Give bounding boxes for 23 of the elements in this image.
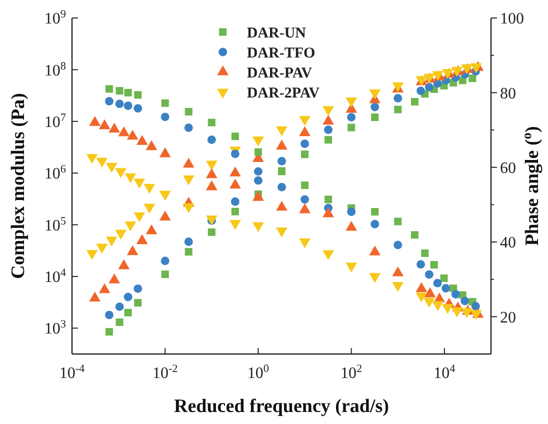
y-tick-label: 10$^{5}$ [44,215,66,234]
y-tick-label: 10$^{6}$ [44,164,66,183]
x-axis-title: Reduced frequency (rad/s) [174,396,389,417]
x-tick-label: 10$^{0}$ [247,363,270,382]
y2-tick-label: 100 [500,10,524,28]
y-tick-label: 10$^{7}$ [44,112,66,131]
y2-tick-label: 60 [500,160,516,177]
y-tick-label: 10$^{8}$ [44,60,66,80]
y-tick-label: 10$^{9}$ [44,8,66,28]
y2-tick-label: 40 [500,234,516,252]
x-tick-label: 10$^{-4}$ [59,363,86,382]
legend-label: DAR-2PAV [246,85,320,102]
y-tick-label: 10$^{4}$ [44,267,66,286]
y-axis-title: Complex modulus (Pa) [8,93,29,279]
legend-label: DAR-PAV [246,65,312,82]
x-tick-label: 10$^{2}$ [340,363,362,382]
y-tick-label: 10$^{3}$ [44,318,66,338]
y2-tick-label: 20 [500,309,516,326]
x-tick-label: 10$^{-2}$ [152,363,178,382]
y2-tick-label: 80 [500,85,516,102]
x-tick-label: 10$^{4}$ [434,363,456,382]
legend-label: DAR-UN [246,25,306,42]
legend-label: DAR-TFO [246,45,316,62]
